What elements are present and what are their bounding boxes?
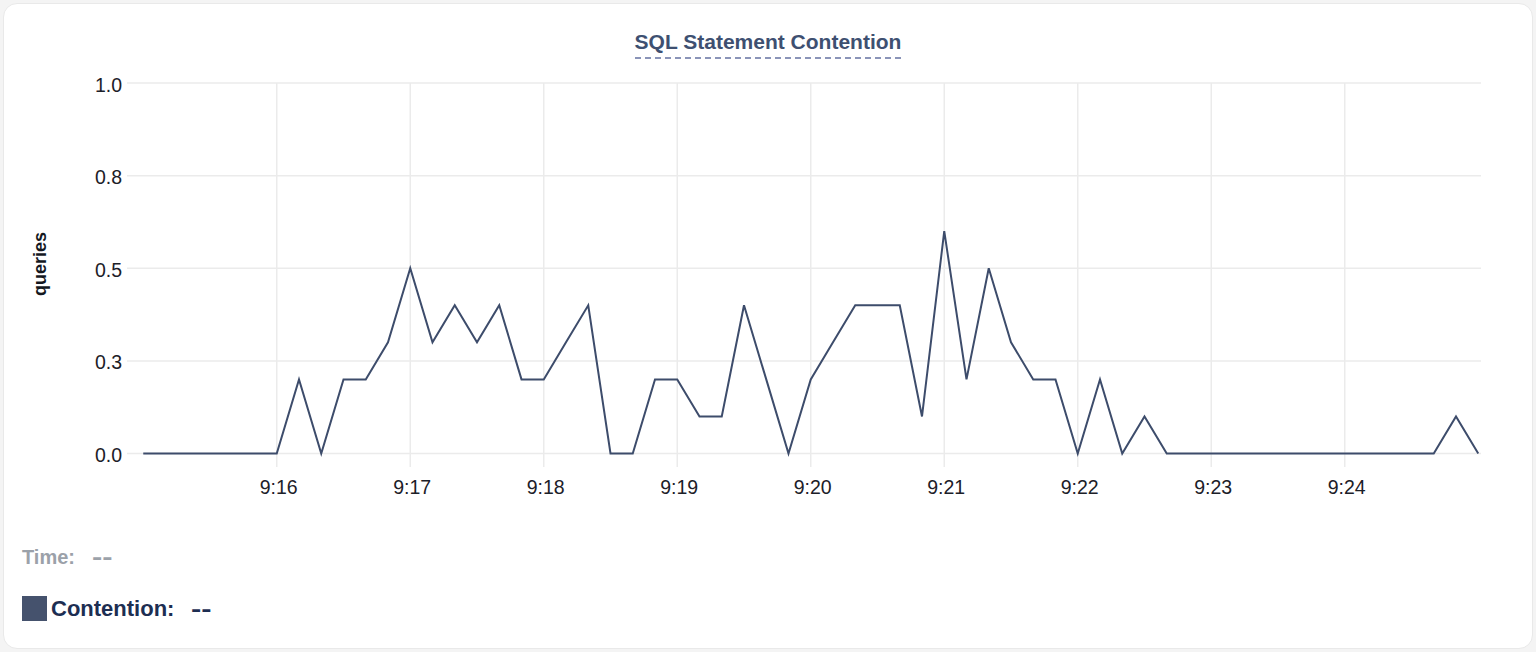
svg-text:9:22: 9:22 [1061, 476, 1099, 498]
svg-text:1.0: 1.0 [95, 74, 122, 96]
svg-text:9:21: 9:21 [927, 476, 965, 498]
svg-text:0.8: 0.8 [95, 166, 122, 188]
svg-text:0.3: 0.3 [95, 351, 122, 373]
svg-text:9:19: 9:19 [660, 476, 698, 498]
svg-text:queries: queries [30, 232, 50, 296]
svg-text:9:23: 9:23 [1194, 476, 1232, 498]
svg-text:0.0: 0.0 [95, 444, 122, 466]
svg-text:9:18: 9:18 [527, 476, 565, 498]
page: { "readout": { "time_label": "Time:", "t… [0, 0, 1536, 652]
svg-text:0.5: 0.5 [95, 259, 122, 281]
svg-text:9:17: 9:17 [393, 476, 431, 498]
svg-text:9:16: 9:16 [260, 476, 298, 498]
svg-text:9:24: 9:24 [1328, 476, 1366, 498]
svg-text:9:20: 9:20 [794, 476, 832, 498]
contention-line-chart[interactable]: 0.0 0.3 0.5 0.8 1.0 9:16 9:17 9:18 9:19 9:20 9:21 9… [0, 0, 1536, 652]
